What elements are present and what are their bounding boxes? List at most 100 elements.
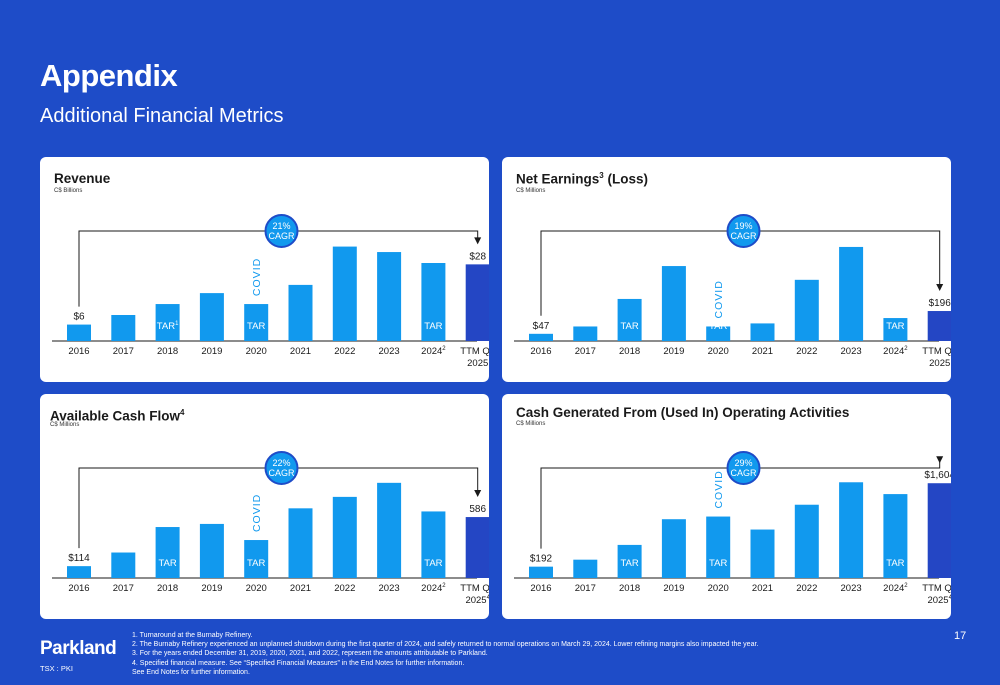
bar-2016: [67, 566, 91, 578]
x-tick-label-line2: 2025: [467, 358, 488, 369]
x-tick-label-line2: 20254: [927, 595, 951, 606]
cagr-arrowhead: [474, 237, 482, 245]
cagr-badge: [264, 451, 299, 485]
bar-2016: [529, 333, 553, 341]
bar-2019: [199, 523, 224, 578]
bar-2020: [244, 540, 269, 578]
data-label: $114: [68, 553, 90, 564]
bar-2023: [839, 482, 864, 578]
tar-label: TAR1: [157, 321, 179, 332]
covid-label: COVID: [713, 280, 725, 318]
available-cash-flow-chart-panel: Available Cash Flow4 C$ Millions 2016 $11…: [40, 394, 489, 619]
bar-2019: [661, 519, 686, 578]
acf-title-text: Available Cash Flow: [50, 408, 181, 424]
operating-cash-chart-unit: C$ Millions: [516, 421, 546, 427]
data-label: $28: [469, 251, 486, 262]
x-tick-label: 2023: [841, 583, 862, 594]
covid-label: COVID: [713, 470, 725, 508]
x-tick-label: 2017: [575, 346, 596, 357]
bar-2017: [573, 559, 598, 578]
x-tick-footnote: 2: [904, 583, 908, 589]
bar-2024: [883, 318, 908, 341]
tar-label: TAR: [709, 321, 727, 332]
cagr-label: CAGR: [730, 231, 757, 241]
bar-2022: [794, 279, 819, 341]
tar-label: TAR: [424, 558, 442, 569]
x-tick-label: 2020: [708, 583, 729, 594]
x-tick-label: 2017: [113, 346, 134, 357]
revenue-chart-panel: Revenue C$ Billions 2016 $6 2017 TAR1 2018 20…: [40, 157, 489, 382]
net-earnings-chart-title: Net Earnings3 (Loss): [516, 171, 648, 187]
x-tick-label: 2021: [290, 583, 311, 594]
data-label: $1,604: [924, 470, 951, 481]
x-tick-footnote: 2: [442, 583, 446, 589]
x-tick-label: 2020: [246, 346, 267, 357]
tar-label: TAR: [620, 321, 638, 332]
cagr-value: 21%: [272, 221, 290, 231]
bar-2017: [111, 315, 136, 341]
x-tick-label: 20242: [421, 346, 446, 357]
x-tick-label: 20242: [883, 583, 908, 594]
data-label: $196: [929, 298, 951, 309]
x-tick-label: 2019: [663, 583, 684, 594]
bar-2021: [288, 508, 313, 578]
tar-label: TAR: [424, 321, 442, 332]
bar-2022: [332, 246, 357, 341]
bar-2021: [750, 323, 775, 341]
bar-2022: [794, 504, 819, 578]
cagr-label: CAGR: [268, 231, 295, 241]
cagr-badge: [264, 214, 299, 248]
cagr-arrowhead: [474, 490, 482, 498]
x-tick-label: TTM Q1: [460, 583, 489, 594]
bar-2018: [155, 304, 180, 341]
x-tick-label: 2021: [752, 346, 773, 357]
net-earnings-title-text: Net Earnings: [516, 171, 600, 187]
bar-2016: [67, 324, 91, 341]
parkland-logo: Parkland: [40, 638, 117, 659]
bar-2020: [706, 326, 731, 341]
x-tick-label: 2019: [201, 346, 222, 357]
x-tick-label: 2016: [68, 346, 89, 357]
bar-2020: [244, 304, 269, 341]
footnotes: 1. Turnaround at the Burnaby Refinery. 2…: [132, 631, 758, 677]
bar-2023: [377, 252, 402, 341]
cagr-value: 29%: [734, 458, 752, 468]
data-label: $6: [73, 312, 85, 323]
net-earnings-chart-panel: Net Earnings3 (Loss) C$ Millions 2016 $47…: [502, 157, 951, 382]
revenue-chart-title: Revenue: [54, 171, 111, 186]
bar-2021: [750, 529, 775, 578]
x-tick-label: 2019: [663, 346, 684, 357]
acf-title-footnote: 4: [180, 408, 185, 417]
available-cash-flow-chart-title: Available Cash Flow4: [50, 408, 185, 424]
x-tick-label-line2: 2025: [929, 358, 950, 369]
x-tick-label: 2023: [379, 346, 400, 357]
available-cash-flow-chart: 2016 $114 2017 TAR 2018 2019 TAR 2020 2021 2022 20…: [52, 451, 489, 606]
x-tick-label: TTM Q1: [922, 583, 951, 594]
net-earnings-chart-unit: C$ Millions: [516, 188, 546, 194]
bar-2021: [288, 284, 313, 341]
bar-2018: [155, 527, 180, 578]
x-tick-label: 20242: [883, 346, 908, 357]
bar-2024: [421, 263, 446, 341]
bar-2020: [706, 516, 731, 578]
bar-2024: [883, 494, 908, 578]
tar-footnote: 1: [175, 321, 179, 327]
tar-label: TAR: [620, 558, 638, 569]
x-tick-label: 2022: [796, 346, 817, 357]
cagr-label: CAGR: [730, 468, 757, 478]
net-earnings-title-footnote: 3: [599, 171, 604, 180]
bar-2016: [529, 566, 553, 578]
x-tick-label: 2021: [752, 583, 773, 594]
tar-label: TAR: [247, 321, 265, 332]
bar-2023: [839, 246, 864, 341]
data-label: $47: [533, 321, 550, 332]
bar-2018: [617, 298, 642, 341]
footnote-3: 3. For the years ended December 31, 2019…: [132, 650, 488, 658]
x-tick-label: 2021: [290, 346, 311, 357]
cagr-arrowhead: [936, 284, 944, 292]
operating-cash-chart-title: Cash Generated From (Used In) Operating …: [516, 405, 850, 420]
cagr-label: CAGR: [268, 468, 295, 478]
x-tick-label: 2018: [619, 583, 640, 594]
cagr-arrowhead: [936, 456, 944, 464]
footnote-2: 2. The Burnaby Refinery experienced an u…: [132, 641, 759, 649]
